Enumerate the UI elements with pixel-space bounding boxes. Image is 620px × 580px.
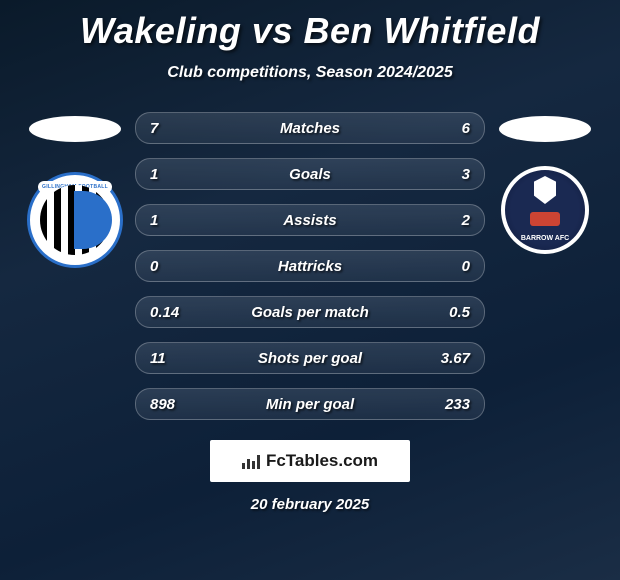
stat-row: 0.14 Goals per match 0.5: [135, 296, 485, 328]
stat-left-value: 0.14: [150, 304, 194, 321]
stat-left-value: 1: [150, 212, 194, 229]
stats-table: 7 Matches 6 1 Goals 3 1 Assists 2 0 Hatt…: [135, 112, 485, 420]
stat-row: 0 Hattricks 0: [135, 250, 485, 282]
stat-right-value: 0.5: [426, 304, 470, 321]
stat-row: 7 Matches 6: [135, 112, 485, 144]
subtitle: Club competitions, Season 2024/2025: [0, 64, 620, 82]
stat-label: Shots per goal: [194, 350, 426, 367]
stat-left-value: 11: [150, 350, 194, 367]
stat-left-value: 7: [150, 120, 194, 137]
brand-text: FcTables.com: [266, 451, 378, 471]
right-player-column: BARROW AFC: [485, 112, 605, 254]
stat-left-value: 0: [150, 258, 194, 275]
left-crest-stripes-icon: [40, 185, 110, 255]
stat-label: Hattricks: [194, 258, 426, 275]
stat-right-value: 233: [426, 396, 470, 413]
stat-row: 1 Assists 2: [135, 204, 485, 236]
brand-logo: FcTables.com: [210, 440, 410, 482]
stat-row: 1 Goals 3: [135, 158, 485, 190]
left-player-column: GILLINGHAM FOOTBALL CLUB: [15, 112, 135, 268]
stat-label: Min per goal: [194, 396, 426, 413]
stat-row: 11 Shots per goal 3.67: [135, 342, 485, 374]
comparison-container: GILLINGHAM FOOTBALL CLUB 7 Matches 6 1 G…: [0, 112, 620, 420]
bar-chart-icon: [242, 453, 262, 469]
right-club-crest-icon: BARROW AFC: [501, 166, 589, 254]
stat-label: Assists: [194, 212, 426, 229]
stat-right-value: 2: [426, 212, 470, 229]
right-flag-icon: [499, 116, 591, 142]
stat-label: Goals per match: [194, 304, 426, 321]
stat-left-value: 898: [150, 396, 194, 413]
stat-left-value: 1: [150, 166, 194, 183]
stat-right-value: 3: [426, 166, 470, 183]
stat-right-value: 6: [426, 120, 470, 137]
date-label: 20 february 2025: [0, 496, 620, 513]
stat-right-value: 0: [426, 258, 470, 275]
left-club-crest-icon: GILLINGHAM FOOTBALL CLUB: [27, 172, 123, 268]
page-title: Wakeling vs Ben Whitfield: [0, 0, 620, 52]
stat-right-value: 3.67: [426, 350, 470, 367]
left-flag-icon: [29, 116, 121, 142]
right-crest-band: BARROW AFC: [513, 232, 577, 246]
stat-label: Goals: [194, 166, 426, 183]
stat-label: Matches: [194, 120, 426, 137]
stat-row: 898 Min per goal 233: [135, 388, 485, 420]
